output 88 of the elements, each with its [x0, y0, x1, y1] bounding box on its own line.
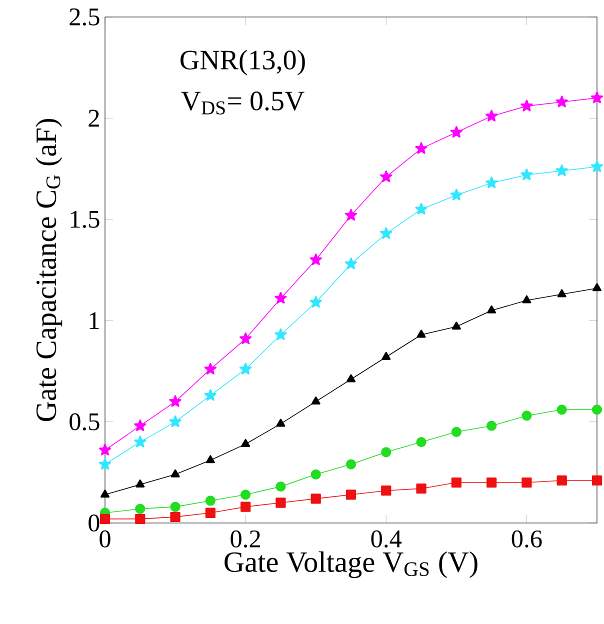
- annotation: GNR(13,0): [180, 50, 305, 76]
- point: [381, 447, 392, 458]
- point: [557, 289, 566, 298]
- y-axis-title: Gate Capacitance C$_{G}$ (aF): [36, 118, 62, 422]
- point: [522, 477, 532, 488]
- point: [522, 410, 532, 421]
- point: [450, 188, 462, 200]
- point: [451, 477, 462, 488]
- point: [590, 92, 604, 104]
- point: [382, 352, 391, 360]
- x-tick-label: 0.4: [371, 530, 402, 548]
- point: [522, 295, 532, 304]
- point: [486, 477, 497, 488]
- point: [206, 455, 215, 464]
- point: [485, 176, 498, 188]
- x-axis-title: Gate Voltage V$_{GS}$ (V): [224, 551, 478, 578]
- point: [415, 142, 428, 154]
- point: [346, 490, 356, 500]
- y-tick-label: 2: [88, 110, 99, 127]
- point: [240, 490, 251, 500]
- point: [485, 110, 498, 122]
- point: [344, 209, 358, 221]
- point: [239, 332, 252, 344]
- point: [380, 170, 392, 182]
- point: [486, 420, 497, 431]
- point: [450, 126, 462, 138]
- point: [451, 426, 462, 437]
- point: [276, 498, 286, 508]
- x-tick-label: 0.6: [512, 530, 542, 548]
- point: [204, 362, 216, 374]
- y-tick-label: 2.5: [70, 8, 100, 26]
- x-tick-label: 0: [100, 530, 110, 548]
- point: [169, 395, 182, 407]
- point: [416, 436, 426, 448]
- point: [556, 96, 568, 108]
- point: [241, 438, 250, 447]
- annotation: V$_{DS}$= 0.5V: [181, 92, 304, 114]
- point: [380, 227, 392, 239]
- y-tick-label: 0.5: [70, 413, 100, 430]
- point: [274, 328, 287, 340]
- point: [520, 100, 533, 112]
- point: [98, 458, 112, 470]
- y-tick-label: 1: [90, 312, 99, 329]
- point: [135, 514, 146, 524]
- point: [592, 404, 602, 415]
- point: [239, 362, 252, 374]
- point: [204, 389, 216, 401]
- y-tick-label: 0: [88, 514, 100, 532]
- point: [452, 322, 461, 330]
- point: [346, 374, 356, 382]
- point: [136, 479, 145, 488]
- point: [276, 418, 286, 427]
- point: [310, 296, 322, 308]
- point: [311, 396, 320, 404]
- point: [134, 436, 146, 448]
- point: [556, 475, 567, 486]
- point: [205, 496, 216, 506]
- point: [592, 475, 602, 486]
- point: [276, 481, 286, 492]
- point: [344, 258, 358, 270]
- point: [416, 484, 426, 494]
- x-tick-label: 0.2: [230, 530, 260, 548]
- point: [381, 486, 392, 496]
- point: [205, 508, 216, 518]
- point: [416, 330, 426, 338]
- point: [100, 490, 110, 498]
- point: [520, 168, 533, 180]
- point: [310, 254, 322, 266]
- point: [274, 292, 287, 304]
- point: [310, 494, 321, 504]
- point: [170, 469, 180, 478]
- point: [487, 305, 496, 314]
- point: [310, 469, 321, 480]
- point: [592, 283, 602, 292]
- point: [240, 502, 251, 512]
- point: [346, 459, 356, 470]
- point: [415, 202, 428, 215]
- point: [170, 502, 180, 512]
- point: [170, 512, 180, 522]
- point: [556, 404, 567, 415]
- point: [590, 160, 604, 172]
- point: [556, 164, 568, 176]
- point: [100, 514, 110, 524]
- y-tick-label: 1.5: [70, 210, 100, 228]
- point: [169, 415, 182, 428]
- point: [98, 444, 112, 456]
- point: [135, 504, 146, 514]
- point: [134, 420, 146, 432]
